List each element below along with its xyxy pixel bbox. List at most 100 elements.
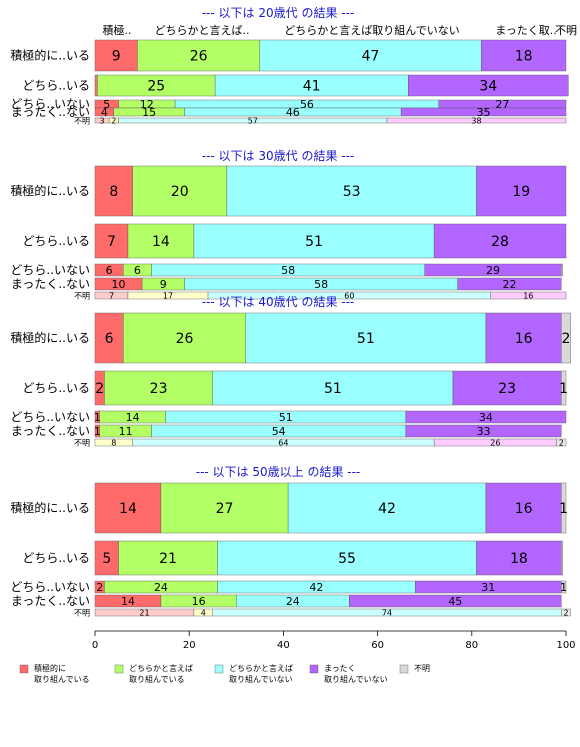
row-label: どちら..いない xyxy=(10,410,90,424)
row-label: 不明 xyxy=(74,439,90,448)
bar-segment xyxy=(259,39,482,72)
bar-segment xyxy=(561,312,571,364)
x-tick-label: 100 xyxy=(556,640,575,651)
data-label: 35 xyxy=(477,106,491,119)
bar-segment xyxy=(476,165,567,217)
panel-2: --- 以下は 30歳代 の結果 --- 積極的に..いる 8 20 53 19 どちら..… xyxy=(10,149,567,301)
row-label: まったく..ない xyxy=(11,424,90,438)
bar-segment xyxy=(561,608,571,617)
data-label: 9 xyxy=(112,49,121,65)
legend: 積極的に取り組んでいるどちらかと言えば取り組んでいるどちらかと言えば取り組んでい… xyxy=(19,663,430,684)
data-label: 5 xyxy=(103,98,110,111)
bar-segment xyxy=(226,165,477,217)
data-label: 2 xyxy=(111,116,116,125)
bar-segment xyxy=(94,223,129,259)
bar-segment xyxy=(556,438,567,447)
data-label: 6 xyxy=(106,264,113,277)
data-label: 41 xyxy=(303,79,321,95)
legend-label: 取り組んでいない xyxy=(229,674,293,684)
data-label: 1 xyxy=(559,381,568,397)
panel-title: --- 以下は 30歳代 の結果 --- xyxy=(202,149,355,163)
data-label: 11 xyxy=(119,425,133,438)
bar-segment xyxy=(405,424,562,438)
bar-segment xyxy=(481,39,567,72)
bar-segment xyxy=(561,263,563,277)
data-label: 8 xyxy=(111,438,116,447)
legend-label: 積極的に xyxy=(34,663,66,673)
bar-segment xyxy=(94,74,98,97)
row-label: どちら..いる xyxy=(22,234,90,248)
panel-title: --- 以下は 20歳代 の結果 --- xyxy=(202,6,355,20)
row-label: 不明 xyxy=(74,609,90,618)
data-label: 10 xyxy=(112,278,126,291)
data-label: 24 xyxy=(154,581,168,594)
panel-title: --- 以下は 40歳代 の結果 --- xyxy=(202,295,355,309)
data-label: 1 xyxy=(94,425,101,438)
data-label: 7 xyxy=(109,291,114,300)
data-label: 1 xyxy=(559,501,568,517)
data-label: 14 xyxy=(126,411,140,424)
data-label: 55 xyxy=(338,551,356,567)
data-label: 9 xyxy=(160,278,167,291)
data-label: 51 xyxy=(279,411,293,424)
x-tick-label: 60 xyxy=(371,640,384,651)
data-label: 2 xyxy=(95,381,104,397)
data-label: 58 xyxy=(281,264,295,277)
legend-label: どちらかと言えば xyxy=(229,663,293,673)
data-label: 18 xyxy=(515,49,533,65)
data-label: 20 xyxy=(171,184,189,200)
x-tick-label: 40 xyxy=(277,640,290,651)
x-tick-label: 20 xyxy=(183,640,196,651)
legend-swatch xyxy=(214,664,224,674)
data-label: 12 xyxy=(140,98,154,111)
data-label: 4 xyxy=(101,106,108,119)
column-header: どちらかと言えば.. xyxy=(155,24,250,37)
row-label: どちら..いない xyxy=(10,97,90,111)
data-label: 14 xyxy=(121,595,135,608)
bar-segment xyxy=(561,580,567,594)
legend-swatch xyxy=(399,664,409,674)
data-label: 14 xyxy=(152,234,170,250)
x-tick-label: 80 xyxy=(465,640,478,651)
data-label: 33 xyxy=(477,425,491,438)
row-label: 積極的に..いる xyxy=(10,330,90,345)
bar-segment xyxy=(94,39,138,72)
data-label: 26 xyxy=(490,438,500,447)
data-label: 26 xyxy=(176,331,194,347)
bar-segment xyxy=(349,594,562,608)
bar-segment xyxy=(561,540,563,576)
data-label: 5 xyxy=(102,551,111,567)
bar-segment xyxy=(217,540,477,576)
data-label: 27 xyxy=(495,98,509,111)
data-label: 51 xyxy=(324,381,342,397)
panel-1: --- 以下は 20歳代 の結果 --- 積極.. どちらかと言えば.. どちらかと言… xyxy=(10,6,577,126)
column-header: どちらかと言えば取り組んでいない xyxy=(284,24,459,37)
data-label: 18 xyxy=(510,551,528,567)
row-label: 積極的に..いる xyxy=(10,48,90,63)
legend-label: どちらかと言えば xyxy=(129,663,193,673)
legend-label: 取り組んでいる xyxy=(34,674,90,684)
data-label: 38 xyxy=(471,116,481,125)
data-label: 27 xyxy=(216,501,234,517)
bar-segment xyxy=(245,312,487,364)
data-label: 1 xyxy=(560,581,567,594)
data-label: 3 xyxy=(100,116,105,125)
bar-segment xyxy=(118,540,218,576)
data-label: 21 xyxy=(159,551,177,567)
data-label: 22 xyxy=(502,278,516,291)
data-label: 25 xyxy=(147,79,165,95)
row-label: どちら..いる xyxy=(22,381,90,395)
bar-segment xyxy=(561,482,567,534)
bar-segment xyxy=(405,410,567,424)
bar-segment xyxy=(137,39,261,72)
bar-segment xyxy=(160,482,289,534)
row-label: まったく..ない xyxy=(11,105,90,119)
row-label: 積極的に..いる xyxy=(10,500,90,515)
data-label: 2 xyxy=(559,438,564,447)
panel-4: --- 以下は 50歳以上 の結果 ---積極的に..いる 14 27 42 16 1どち… xyxy=(10,465,571,618)
data-label: 7 xyxy=(107,234,116,250)
bar-segment xyxy=(433,223,567,259)
row-label: どちら..いない xyxy=(10,580,90,594)
data-label: 23 xyxy=(498,381,516,397)
